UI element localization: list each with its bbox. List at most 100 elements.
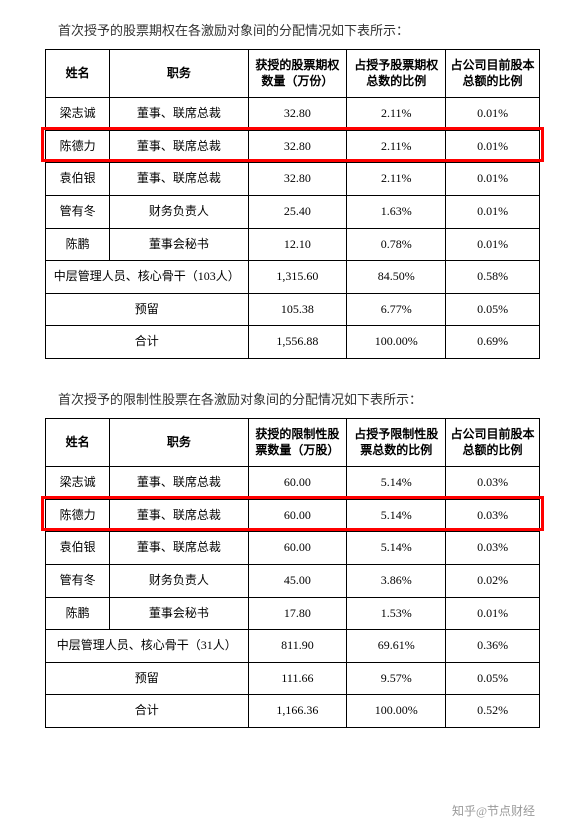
table-cell: 111.66 <box>248 662 347 695</box>
th-name: 姓名 <box>46 418 110 466</box>
th-pct2: 占公司目前股本总额的比例 <box>446 50 540 98</box>
th-pct1: 占授予股票期权总数的比例 <box>347 50 446 98</box>
table-row: 陈鹏董事会秘书17.801.53%0.01% <box>46 597 540 630</box>
th-pct2: 占公司目前股本总额的比例 <box>446 418 540 466</box>
table-cell: 陈德力 <box>46 130 110 163</box>
table-cell: 69.61% <box>347 630 446 663</box>
table-cell: 0.01% <box>446 195 540 228</box>
table-row: 预留105.386.77%0.05% <box>46 293 540 326</box>
table-cell: 105.38 <box>248 293 347 326</box>
watermark: 知乎@节点财经 <box>452 802 535 819</box>
table-cell: 董事、联席总裁 <box>110 98 248 131</box>
table-cell: 0.58% <box>446 261 540 294</box>
th-qty: 获授的股票期权数量（万份） <box>248 50 347 98</box>
table-row: 预留111.669.57%0.05% <box>46 662 540 695</box>
table-cell: 32.80 <box>248 163 347 196</box>
table1-wrapper: 姓名 职务 获授的股票期权数量（万份） 占授予股票期权总数的比例 占公司目前股本… <box>45 49 540 359</box>
table2: 姓名 职务 获授的限制性股票数量（万股） 占授予限制性股票总数的比例 占公司目前… <box>45 418 540 728</box>
th-qty: 获授的限制性股票数量（万股） <box>248 418 347 466</box>
table1-header-row: 姓名 职务 获授的股票期权数量（万份） 占授予股票期权总数的比例 占公司目前股本… <box>46 50 540 98</box>
table-row: 梁志诚董事、联席总裁60.005.14%0.03% <box>46 467 540 500</box>
table-cell: 0.69% <box>446 326 540 359</box>
table-cell: 陈鹏 <box>46 597 110 630</box>
table2-caption: 首次授予的限制性股票在各激励对象间的分配情况如下表所示： <box>45 389 540 408</box>
table-cell: 100.00% <box>347 695 446 728</box>
table-cell: 管有冬 <box>46 564 110 597</box>
table-cell: 董事会秘书 <box>110 228 248 261</box>
table-cell: 1,315.60 <box>248 261 347 294</box>
table-cell: 32.80 <box>248 98 347 131</box>
table-cell: 管有冬 <box>46 195 110 228</box>
table-cell: 1.53% <box>347 597 446 630</box>
table-cell: 60.00 <box>248 467 347 500</box>
table-cell: 合计 <box>46 695 249 728</box>
table-cell: 45.00 <box>248 564 347 597</box>
table-row: 梁志诚董事、联席总裁32.802.11%0.01% <box>46 98 540 131</box>
table-row: 陈鹏董事会秘书12.100.78%0.01% <box>46 228 540 261</box>
table-cell: 0.01% <box>446 163 540 196</box>
table-row: 中层管理人员、核心骨干（31人）811.9069.61%0.36% <box>46 630 540 663</box>
table1: 姓名 职务 获授的股票期权数量（万份） 占授予股票期权总数的比例 占公司目前股本… <box>45 49 540 359</box>
table-cell: 0.01% <box>446 228 540 261</box>
table-cell: 0.01% <box>446 98 540 131</box>
table-row: 管有冬财务负责人45.003.86%0.02% <box>46 564 540 597</box>
table-cell: 袁伯银 <box>46 163 110 196</box>
th-pct1: 占授予限制性股票总数的比例 <box>347 418 446 466</box>
table-cell: 董事会秘书 <box>110 597 248 630</box>
table-cell: 陈鹏 <box>46 228 110 261</box>
table2-wrapper: 姓名 职务 获授的限制性股票数量（万股） 占授予限制性股票总数的比例 占公司目前… <box>45 418 540 728</box>
table-cell: 2.11% <box>347 130 446 163</box>
table-cell: 0.78% <box>347 228 446 261</box>
table-cell: 3.86% <box>347 564 446 597</box>
table-cell: 梁志诚 <box>46 467 110 500</box>
table-cell: 1,166.36 <box>248 695 347 728</box>
table-cell: 84.50% <box>347 261 446 294</box>
table-cell: 0.05% <box>446 662 540 695</box>
table-cell: 董事、联席总裁 <box>110 130 248 163</box>
table-cell: 5.14% <box>347 499 446 532</box>
table2-header-row: 姓名 职务 获授的限制性股票数量（万股） 占授予限制性股票总数的比例 占公司目前… <box>46 418 540 466</box>
table-cell: 0.01% <box>446 597 540 630</box>
table-cell: 梁志诚 <box>46 98 110 131</box>
table-cell: 2.11% <box>347 163 446 196</box>
table-cell: 0.03% <box>446 532 540 565</box>
table-cell: 袁伯银 <box>46 532 110 565</box>
table-cell: 9.57% <box>347 662 446 695</box>
table-cell: 60.00 <box>248 499 347 532</box>
table-cell: 25.40 <box>248 195 347 228</box>
table-cell: 预留 <box>46 293 249 326</box>
table-cell: 0.05% <box>446 293 540 326</box>
table-cell: 17.80 <box>248 597 347 630</box>
table1-caption: 首次授予的股票期权在各激励对象间的分配情况如下表所示： <box>45 20 540 39</box>
th-pos: 职务 <box>110 50 248 98</box>
table-cell: 0.03% <box>446 467 540 500</box>
table-cell: 32.80 <box>248 130 347 163</box>
table-cell: 中层管理人员、核心骨干（103人） <box>46 261 249 294</box>
table-cell: 董事、联席总裁 <box>110 467 248 500</box>
table-cell: 811.90 <box>248 630 347 663</box>
table-row: 袁伯银董事、联席总裁60.005.14%0.03% <box>46 532 540 565</box>
table-cell: 2.11% <box>347 98 446 131</box>
table-cell: 0.03% <box>446 499 540 532</box>
table-row: 陈德力董事、联席总裁32.802.11%0.01% <box>46 130 540 163</box>
table-row: 陈德力董事、联席总裁60.005.14%0.03% <box>46 499 540 532</box>
th-name: 姓名 <box>46 50 110 98</box>
table-row: 袁伯银董事、联席总裁32.802.11%0.01% <box>46 163 540 196</box>
table-row: 中层管理人员、核心骨干（103人）1,315.6084.50%0.58% <box>46 261 540 294</box>
table-cell: 预留 <box>46 662 249 695</box>
table-cell: 60.00 <box>248 532 347 565</box>
table-cell: 0.52% <box>446 695 540 728</box>
table-cell: 5.14% <box>347 467 446 500</box>
table-cell: 5.14% <box>347 532 446 565</box>
table-cell: 中层管理人员、核心骨干（31人） <box>46 630 249 663</box>
table-cell: 1,556.88 <box>248 326 347 359</box>
table-cell: 董事、联席总裁 <box>110 163 248 196</box>
table-cell: 董事、联席总裁 <box>110 532 248 565</box>
table-cell: 12.10 <box>248 228 347 261</box>
table-row: 管有冬财务负责人25.401.63%0.01% <box>46 195 540 228</box>
table-row: 合计1,166.36100.00%0.52% <box>46 695 540 728</box>
table-row: 合计1,556.88100.00%0.69% <box>46 326 540 359</box>
table-cell: 0.01% <box>446 130 540 163</box>
th-pos: 职务 <box>110 418 248 466</box>
table-cell: 合计 <box>46 326 249 359</box>
